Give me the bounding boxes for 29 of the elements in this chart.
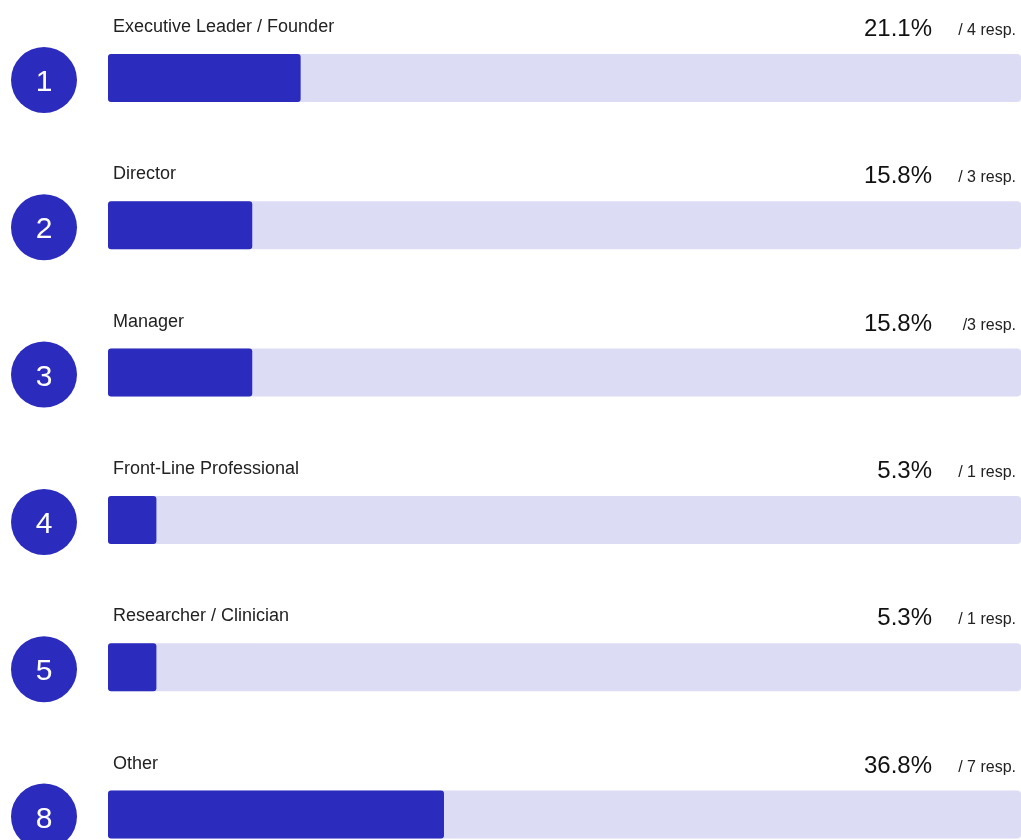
data-label: 36.8% bbox=[863, 750, 932, 778]
bar bbox=[108, 643, 157, 692]
bar bbox=[108, 495, 157, 544]
annotation: / 1 resp. bbox=[958, 610, 1016, 628]
text: 1 bbox=[35, 64, 53, 97]
bar bbox=[108, 201, 253, 250]
annotation: / 1 resp. bbox=[958, 462, 1016, 480]
y-tick-label: Director bbox=[113, 163, 177, 184]
text: 2 bbox=[35, 211, 53, 245]
text: 4 bbox=[35, 505, 53, 539]
y-tick-label: Manager bbox=[113, 310, 185, 331]
y-tick-label: Researcher / Clinician bbox=[113, 605, 290, 626]
data-label: 5.3% bbox=[877, 603, 932, 631]
bar bbox=[108, 54, 301, 102]
annotation: /3 resp. bbox=[962, 315, 1016, 333]
data-label: 15.8% bbox=[863, 161, 932, 189]
bar bbox=[108, 348, 253, 397]
y-tick-label: Front-Line Professional bbox=[113, 457, 300, 478]
text: 5 bbox=[35, 653, 53, 687]
data-label: 5.3% bbox=[877, 455, 932, 483]
text: 3 bbox=[35, 358, 53, 392]
annotation: / 7 resp. bbox=[958, 757, 1016, 775]
text: 8 bbox=[35, 800, 53, 834]
data-label: 15.8% bbox=[863, 308, 932, 336]
annotation: / 3 resp. bbox=[958, 168, 1016, 186]
y-tick-label: Other bbox=[113, 752, 159, 773]
annotation: / 4 resp. bbox=[958, 21, 1016, 38]
y-tick-label: Executive Leader / Founder bbox=[113, 16, 335, 36]
data-label: 21.1% bbox=[863, 14, 932, 41]
